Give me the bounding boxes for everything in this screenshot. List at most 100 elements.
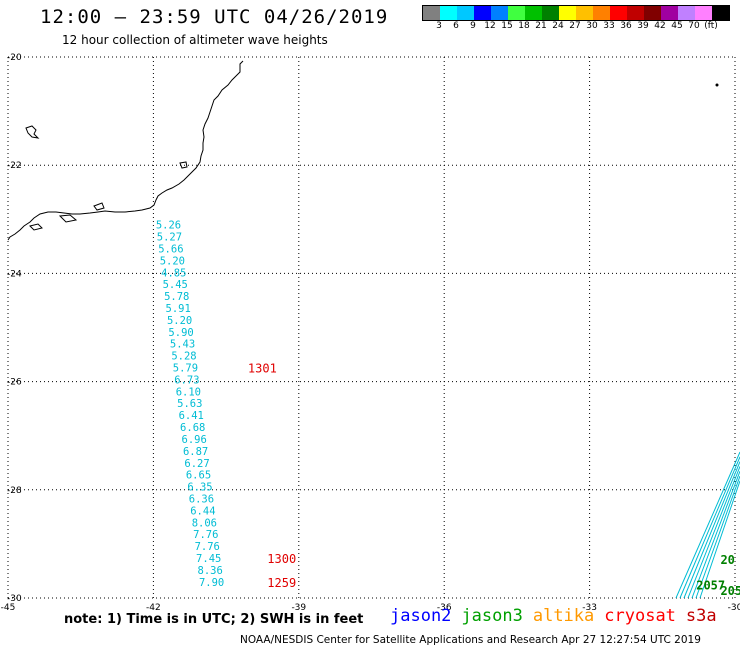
coastline-path [7, 60, 244, 241]
wave-height-value: 7.76 [195, 541, 220, 553]
lat-tick-label: -20 [7, 53, 22, 63]
color-swatch [576, 6, 593, 20]
color-scale-labels: 3 6 9 12 15 18 21 24 27 30 33 36 39 42 45 70 (ft) [422, 21, 728, 33]
color-swatch [423, 6, 440, 20]
time-labels: 1301 1300 1259 [248, 362, 296, 590]
track-line [675, 451, 740, 599]
wave-height-value: 7.90 [199, 577, 224, 589]
wave-height-value: 6.65 [186, 470, 211, 482]
edge-track-labels: 20 20572057 [696, 553, 740, 598]
color-swatch [491, 6, 508, 20]
color-swatch [712, 6, 729, 20]
wave-height-track: 5.265.275.665.204.855.455.785.915.205.90… [156, 220, 224, 589]
wave-height-value: 6.68 [180, 422, 205, 434]
satellite-legend-jason2: jason2 [390, 606, 452, 626]
wave-height-value: 6.36 [189, 493, 214, 505]
island-path [25, 125, 40, 139]
island-path [179, 161, 188, 169]
color-swatch [525, 6, 542, 20]
edge-track-label: 2057 [696, 578, 725, 592]
edge-track-label: 20 [720, 553, 734, 567]
wave-height-value: 8.06 [192, 517, 217, 529]
island-path [93, 202, 105, 211]
satellite-legend-jason3: jason3 [461, 606, 523, 626]
wave-height-value: 5.90 [168, 327, 193, 339]
color-scale-bar [422, 5, 730, 21]
satellite-legend-s3a: s3a [685, 606, 717, 626]
color-scale-label: 9 [470, 21, 476, 31]
wave-height-value: 6.10 [176, 386, 201, 398]
wave-height-value: 5.79 [173, 363, 198, 375]
color-scale-label: 21 [535, 21, 547, 31]
time-label: 1259 [267, 576, 296, 590]
track-line [679, 456, 740, 599]
color-swatch [661, 6, 678, 20]
color-scale-label: 45 [671, 21, 683, 31]
wave-height-value: 5.20 [160, 255, 185, 267]
wave-height-value: 5.78 [164, 291, 189, 303]
wave-height-value: 5.63 [177, 398, 202, 410]
lat-tick-label: -24 [7, 269, 22, 279]
satellite-legend: jason2 jason3 altika cryosat s3a [390, 606, 727, 626]
page-title: 12:00 – 23:59 UTC 04/26/2019 [40, 6, 389, 28]
wave-height-value: 6.41 [179, 410, 204, 422]
color-scale-label: 33 [603, 21, 615, 31]
satellite-track-lines [675, 451, 740, 599]
color-scale-label: 39 [637, 21, 649, 31]
wave-height-value: 5.91 [166, 303, 191, 315]
wave-height-value: 4.85 [161, 267, 186, 279]
color-scale-label: (ft) [704, 21, 718, 31]
wave-height-value: 8.36 [198, 565, 223, 577]
color-swatch [559, 6, 576, 20]
color-swatch [610, 6, 627, 20]
lat-tick-label: -30 [7, 594, 22, 604]
track-line [699, 480, 740, 599]
coastline [7, 60, 719, 241]
lon-tick-label: -30 [728, 603, 740, 613]
satellite-legend-cryosat: cryosat [604, 606, 676, 626]
color-swatch [644, 6, 661, 20]
color-swatch [695, 6, 712, 20]
track-line [691, 471, 740, 599]
lon-tick-label: -39 [291, 603, 306, 613]
lon-tick-label: -33 [582, 603, 597, 613]
wave-height-value: 5.66 [158, 244, 183, 256]
island-dot [715, 83, 719, 87]
color-scale-label: 30 [586, 21, 598, 31]
color-swatch [440, 6, 457, 20]
color-scale-label: 18 [518, 21, 530, 31]
track-line [695, 475, 740, 599]
wave-height-value: 6.96 [182, 434, 207, 446]
color-swatch [457, 6, 474, 20]
track-line [683, 461, 740, 599]
island-path [58, 214, 78, 223]
lat-tick-label: -26 [7, 378, 22, 388]
wave-height-value: 5.43 [170, 339, 195, 351]
color-swatch [593, 6, 610, 20]
color-scale-label: 70 [688, 21, 700, 31]
lon-tick-label: -36 [437, 603, 452, 613]
color-swatch [474, 6, 491, 20]
color-scale-label: 15 [501, 21, 513, 31]
color-swatch [508, 6, 525, 20]
wave-height-value: 5.28 [171, 351, 196, 363]
track-line [687, 466, 740, 599]
satellite-legend-altika: altika [532, 606, 595, 626]
page-subtitle: 12 hour collection of altimeter wave hei… [62, 33, 328, 47]
lat-tick-label: -22 [7, 161, 22, 171]
color-scale-label: 6 [453, 21, 459, 31]
wave-height-value: 6.35 [187, 482, 212, 494]
color-swatch [678, 6, 695, 20]
wave-height-value: 7.45 [196, 553, 221, 565]
wave-height-value: 5.27 [157, 232, 182, 244]
wave-height-value: 6.27 [184, 458, 209, 470]
color-scale-label: 3 [436, 21, 442, 31]
lon-tick-label: -42 [146, 603, 161, 613]
edge-track-label: 2057 [720, 584, 740, 598]
color-swatch [627, 6, 644, 20]
wave-height-value: 5.20 [167, 315, 192, 327]
time-label: 1300 [267, 552, 296, 566]
color-scale-label: 42 [654, 21, 666, 31]
wave-height-value: 7.76 [193, 529, 218, 541]
color-swatch [542, 6, 559, 20]
